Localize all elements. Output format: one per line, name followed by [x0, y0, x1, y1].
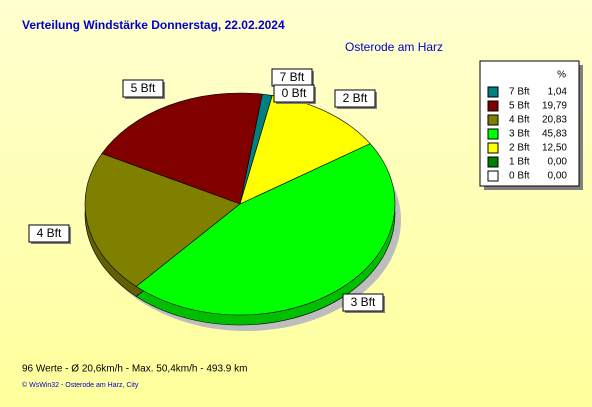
legend-swatch [487, 114, 499, 126]
legend-value: 20,83 [542, 115, 567, 126]
legend-value: 45,83 [542, 129, 567, 140]
legend-value: 0,00 [548, 157, 568, 168]
legend-value: 1,04 [548, 87, 568, 98]
pie-label: 7 Bft [280, 70, 305, 84]
legend-label: 2 Bft [509, 143, 530, 154]
pie-label: 3 Bft [351, 295, 376, 309]
pie-label-box [28, 224, 70, 243]
legend-label: 4 Bft [509, 115, 530, 126]
legend-label: 5 Bft [509, 101, 530, 112]
legend-label: 3 Bft [509, 129, 530, 140]
legend-value: 19,79 [542, 101, 567, 112]
chart-title: Verteilung Windstärke Donnerstag, 22.02.… [22, 18, 285, 32]
pie-label-box [273, 84, 315, 103]
legend-swatch [487, 142, 499, 154]
legend-value: 0,00 [548, 171, 568, 182]
chart-subtitle: Osterode am Harz [345, 40, 443, 54]
legend: 7 Bft 1,04 5 Bft 19,79 4 Bft 20,83 3 Bft 45,83 2… [487, 86, 568, 182]
legend-value: 12,50 [542, 143, 567, 154]
slice [135, 143, 396, 316]
slice [84, 153, 241, 287]
pie-label: 5 Bft [131, 81, 156, 95]
legend-swatch [487, 100, 499, 112]
legend-swatch [487, 170, 499, 182]
legend-swatch [487, 86, 499, 98]
legend-label: 0 Bft [509, 171, 530, 182]
pie [84, 92, 396, 326]
legend-title: % [557, 70, 566, 81]
pie-label-box [342, 293, 384, 312]
legend-swatch [487, 156, 499, 168]
pie-labels: 7 Bft 5 Bft 4 Bft 3 Bft 2 Bft 0 Bft [28, 68, 385, 313]
legend-label: 1 Bft [509, 157, 530, 168]
legend-swatch [487, 128, 499, 140]
pie-label-box [334, 89, 376, 108]
footer: 96 Werte - Ø 20,6km/h - Max. 50,4km/h - … [22, 364, 247, 375]
pie-label: 2 Bft [343, 91, 368, 105]
pie-label: 0 Bft [282, 86, 307, 100]
pie-label-box [122, 79, 164, 98]
credits: © WsWin32 - Osterode am Harz, City [22, 381, 139, 389]
legend-label: 7 Bft [509, 87, 530, 98]
pie-label: 4 Bft [37, 226, 62, 240]
slice [101, 92, 263, 205]
